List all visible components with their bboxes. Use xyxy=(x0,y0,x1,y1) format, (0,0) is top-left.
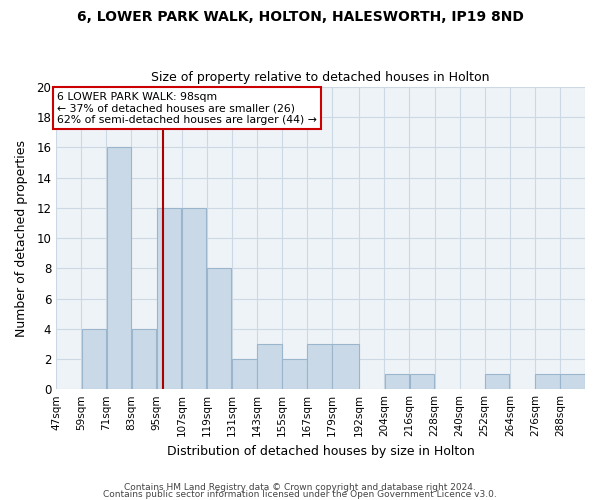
Bar xyxy=(282,359,307,389)
Text: Contains HM Land Registry data © Crown copyright and database right 2024.: Contains HM Land Registry data © Crown c… xyxy=(124,484,476,492)
Bar xyxy=(82,329,106,389)
Bar xyxy=(332,344,359,389)
Bar xyxy=(132,329,156,389)
Text: 6 LOWER PARK WALK: 98sqm
← 37% of detached houses are smaller (26)
62% of semi-d: 6 LOWER PARK WALK: 98sqm ← 37% of detach… xyxy=(57,92,317,125)
Bar xyxy=(182,208,206,389)
X-axis label: Distribution of detached houses by size in Holton: Distribution of detached houses by size … xyxy=(167,444,475,458)
Bar xyxy=(410,374,434,389)
Bar xyxy=(232,359,257,389)
Bar xyxy=(107,148,131,389)
Title: Size of property relative to detached houses in Holton: Size of property relative to detached ho… xyxy=(151,72,490,85)
Bar xyxy=(157,208,181,389)
Bar xyxy=(535,374,560,389)
Text: 6, LOWER PARK WALK, HOLTON, HALESWORTH, IP19 8ND: 6, LOWER PARK WALK, HOLTON, HALESWORTH, … xyxy=(77,10,523,24)
Bar xyxy=(207,268,232,389)
Text: Contains public sector information licensed under the Open Government Licence v3: Contains public sector information licen… xyxy=(103,490,497,499)
Bar xyxy=(560,374,584,389)
Y-axis label: Number of detached properties: Number of detached properties xyxy=(15,140,28,336)
Bar xyxy=(385,374,409,389)
Bar xyxy=(257,344,281,389)
Bar xyxy=(307,344,332,389)
Bar xyxy=(485,374,509,389)
